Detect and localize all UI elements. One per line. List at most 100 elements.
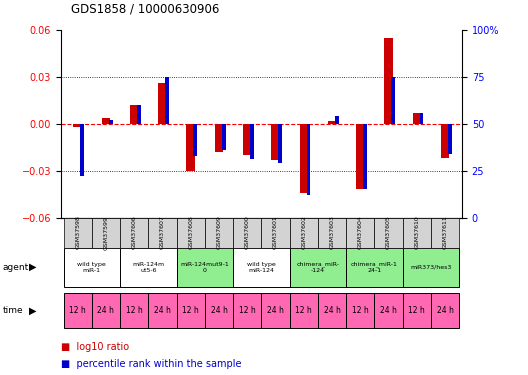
Text: GSM37606: GSM37606 <box>131 216 137 249</box>
Text: ▶: ▶ <box>29 305 36 315</box>
Bar <box>261 292 290 328</box>
Bar <box>328 121 336 124</box>
Bar <box>205 217 233 248</box>
Text: time: time <box>3 306 23 315</box>
Bar <box>233 217 261 248</box>
Bar <box>448 124 451 154</box>
Bar <box>186 124 195 171</box>
Text: chimera_miR-1
24-1: chimera_miR-1 24-1 <box>351 261 398 273</box>
Bar <box>290 217 318 248</box>
Bar <box>92 217 120 248</box>
Bar <box>290 248 346 287</box>
Bar <box>441 124 449 158</box>
Bar <box>431 217 459 248</box>
Bar <box>420 112 423 124</box>
Bar <box>63 217 92 248</box>
Bar <box>374 217 403 248</box>
Bar <box>250 124 254 159</box>
Text: GSM37600: GSM37600 <box>245 216 250 249</box>
Text: 12 h: 12 h <box>126 306 143 315</box>
Bar <box>120 292 148 328</box>
Bar <box>384 38 393 124</box>
Text: 24 h: 24 h <box>154 306 171 315</box>
Bar <box>176 248 233 287</box>
Bar <box>205 292 233 328</box>
Bar <box>403 292 431 328</box>
Text: wild type
miR-1: wild type miR-1 <box>78 262 106 273</box>
Text: GSM37598: GSM37598 <box>75 216 80 249</box>
Text: miR-124mut9-1
0: miR-124mut9-1 0 <box>181 262 229 273</box>
Bar <box>92 292 120 328</box>
Bar <box>120 248 176 287</box>
Bar <box>137 105 141 124</box>
Bar <box>318 292 346 328</box>
Bar <box>363 124 367 189</box>
Text: GSM37599: GSM37599 <box>103 216 108 249</box>
Text: 12 h: 12 h <box>295 306 312 315</box>
Text: GSM37601: GSM37601 <box>273 216 278 249</box>
Bar <box>148 217 176 248</box>
Bar <box>222 124 225 150</box>
Text: ■  percentile rank within the sample: ■ percentile rank within the sample <box>61 359 241 369</box>
Bar <box>346 292 374 328</box>
Bar <box>403 248 459 287</box>
Text: GSM37608: GSM37608 <box>188 216 193 249</box>
Bar <box>271 124 280 160</box>
Bar <box>109 120 112 124</box>
Bar <box>233 292 261 328</box>
Bar <box>299 124 308 192</box>
Bar <box>176 292 205 328</box>
Bar <box>120 217 148 248</box>
Bar <box>102 117 110 124</box>
Bar <box>215 124 223 152</box>
Text: 12 h: 12 h <box>69 306 86 315</box>
Bar <box>165 77 169 124</box>
Bar <box>278 124 282 163</box>
Text: wild type
miR-124: wild type miR-124 <box>247 262 276 273</box>
Text: 24 h: 24 h <box>437 306 454 315</box>
Bar <box>290 292 318 328</box>
Bar <box>261 217 290 248</box>
Text: miR-124m
ut5-6: miR-124m ut5-6 <box>132 262 164 273</box>
Text: 24 h: 24 h <box>267 306 284 315</box>
Bar <box>63 292 92 328</box>
Text: 24 h: 24 h <box>98 306 115 315</box>
Text: 24 h: 24 h <box>211 306 228 315</box>
Bar <box>193 124 197 156</box>
Bar <box>148 292 176 328</box>
Bar <box>318 217 346 248</box>
Text: GSM37607: GSM37607 <box>160 216 165 249</box>
Text: GSM37603: GSM37603 <box>329 216 335 249</box>
Bar <box>63 248 120 287</box>
Bar <box>335 116 338 124</box>
Text: GDS1858 / 10000630906: GDS1858 / 10000630906 <box>71 2 220 15</box>
Bar <box>412 113 421 124</box>
Bar <box>243 124 251 155</box>
Text: 12 h: 12 h <box>409 306 425 315</box>
Text: GSM37609: GSM37609 <box>216 216 221 249</box>
Bar <box>73 124 82 127</box>
Text: GSM37610: GSM37610 <box>414 216 419 249</box>
Text: miR373/hes3: miR373/hes3 <box>410 265 451 270</box>
Bar <box>158 83 167 124</box>
Text: 24 h: 24 h <box>380 306 397 315</box>
Bar <box>403 217 431 248</box>
Text: ▶: ▶ <box>29 262 36 272</box>
Bar <box>346 217 374 248</box>
Bar <box>306 124 310 195</box>
Text: GSM37602: GSM37602 <box>301 216 306 249</box>
Text: agent: agent <box>3 263 29 272</box>
Bar <box>346 248 403 287</box>
Text: GSM37611: GSM37611 <box>442 216 448 249</box>
Bar <box>356 124 364 189</box>
Bar <box>130 105 138 124</box>
Text: 12 h: 12 h <box>182 306 199 315</box>
Text: 24 h: 24 h <box>324 306 341 315</box>
Text: GSM37604: GSM37604 <box>358 216 363 249</box>
Bar <box>391 77 395 124</box>
Bar <box>431 292 459 328</box>
Text: GSM37605: GSM37605 <box>386 216 391 249</box>
Text: 12 h: 12 h <box>352 306 369 315</box>
Bar <box>80 124 84 176</box>
Text: ■  log10 ratio: ■ log10 ratio <box>61 342 129 352</box>
